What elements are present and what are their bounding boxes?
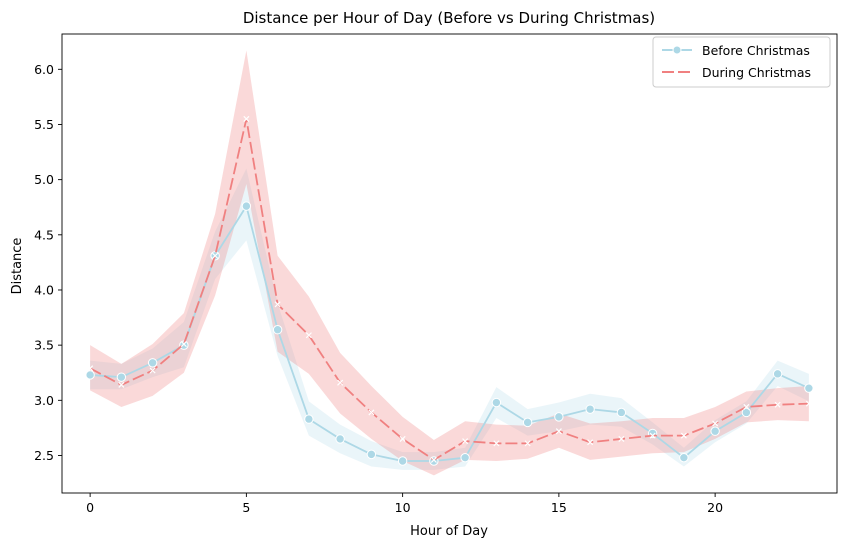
data-point-series-1-18 [649,432,656,439]
data-point-series-0-10 [397,456,408,466]
data-point-series-0-0 [85,370,95,380]
data-point-series-1-23 [805,400,812,407]
y-axis-label: Distance [10,238,25,295]
data-point-series-0-22 [772,369,783,379]
legend-swatch-before-marker [672,45,682,55]
data-point-series-0-21 [741,407,752,418]
data-point-series-1-19 [680,432,687,439]
x-tick-label-3: 15 [551,500,567,515]
y-tick-label-5: 5.0 [34,172,54,187]
plot-area: 0 5 10 15 20 2.5 3.0 3.5 4.0 4.5 5.0 5.5 6.0 [34,33,838,515]
data-point-series-1-1 [118,381,125,388]
data-point-series-0-19 [679,452,689,463]
data-point-series-1-16 [587,439,594,446]
data-point-series-1-20 [712,420,719,427]
axes-frame [61,33,838,494]
legend-frame [652,36,831,88]
series-line-0 [90,205,810,462]
data-point-series-0-5 [241,201,252,211]
data-point-series-1-12 [462,438,469,445]
y-tick-label-0: 2.5 [34,448,54,463]
data-point-series-0-20 [710,426,720,436]
legend: Before Christmas During Christmas [652,36,831,88]
y-tick-label-7: 6.0 [34,62,54,77]
data-point-series-0-9 [366,449,377,460]
data-point-series-1-2 [149,367,156,374]
data-point-series-0-12 [460,452,470,463]
data-point-series-0-17 [616,407,627,418]
legend-label-during: During Christmas [702,65,811,80]
data-point-series-1-22 [774,401,781,408]
x-tick-label-1: 5 [242,500,250,515]
data-point-series-1-4 [212,252,219,259]
x-tick-label-2: 10 [395,500,411,515]
data-point-series-0-3 [179,340,189,350]
data-point-series-0-6 [272,325,283,335]
y-tick-label-2: 3.5 [34,338,54,353]
data-point-series-0-14 [522,417,533,428]
y-tick-label-6: 5.5 [34,117,54,132]
x-tick-label-0: 0 [86,500,94,515]
data-point-series-1-13 [493,440,500,447]
data-point-series-1-8 [337,379,344,386]
data-point-series-0-2 [147,358,158,368]
data-point-series-0-16 [585,404,595,414]
x-tick-label-4: 20 [707,500,723,515]
data-point-series-1-11 [430,456,437,463]
data-point-series-1-17 [618,435,625,442]
data-point-series-0-15 [554,412,564,422]
chart-title: Distance per Hour of Day (Before vs Duri… [243,9,655,27]
data-point-series-1-3 [180,341,187,348]
x-axis-label: Hour of Day [410,524,488,539]
y-tick-label-1: 3.0 [34,393,54,408]
data-point-series-0-7 [304,414,314,424]
data-point-series-1-9 [368,409,375,416]
data-point-series-1-6 [274,301,281,308]
data-point-series-0-8 [335,434,345,444]
data-point-series-1-14 [524,440,531,447]
data-point-series-0-1 [116,372,127,382]
data-point-series-1-15 [555,428,562,435]
data-point-series-0-13 [491,397,502,408]
data-point-series-1-10 [399,435,406,442]
y-tick-label-3: 4.0 [34,282,54,297]
y-tick-label-4: 4.5 [34,227,54,242]
data-point-series-1-0 [87,365,94,372]
data-point-series-1-7 [305,332,312,339]
data-point-series-1-21 [743,403,750,410]
data-point-series-0-23 [804,383,814,393]
data-point-series-1-5 [243,115,250,122]
series-line-1 [89,118,809,461]
legend-label-before: Before Christmas [702,43,810,58]
